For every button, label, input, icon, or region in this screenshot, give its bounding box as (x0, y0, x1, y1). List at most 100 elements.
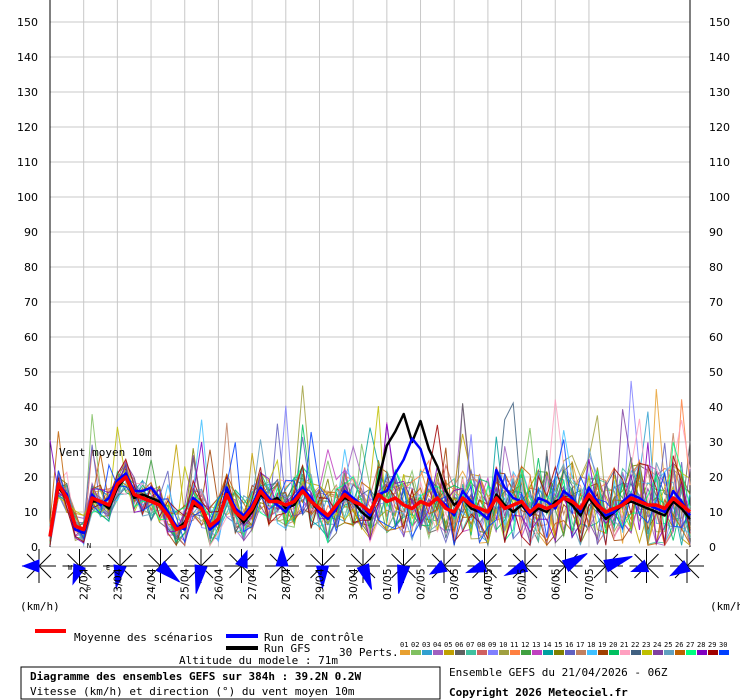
wind-rose-spoke (443, 565, 457, 579)
perturbation-number: 14 (543, 641, 551, 649)
wind-arrow (194, 564, 208, 594)
y-tick-right: 110 (709, 156, 730, 169)
perturbation-swatch (653, 650, 663, 655)
wind-arrow (113, 564, 127, 590)
wind-rose-spoke (553, 553, 566, 567)
y-tick-right: 80 (709, 261, 723, 274)
y-tick-right: 100 (709, 191, 730, 204)
wind-arrow (72, 563, 86, 586)
legend-moyenne: Moyenne des scénarios (74, 631, 213, 644)
perturbation-swatch (609, 650, 619, 655)
y-tick-right: 140 (709, 51, 730, 64)
wind-rose-spoke (686, 565, 700, 579)
wind-rose-spoke (443, 553, 457, 567)
perturbation-number: 29 (708, 641, 716, 649)
annotation-label: Vent moyen 10m (59, 446, 152, 459)
wind-rose (62, 549, 97, 586)
wind-arrow (603, 555, 633, 573)
x-tick-date: 24/04 (145, 568, 158, 600)
y-tick-left: 20 (24, 471, 38, 484)
wind-rose-spoke (391, 553, 404, 567)
y-tick-right: 130 (709, 86, 730, 99)
chart-grid (49, 0, 691, 548)
y-tick-right: 150 (709, 16, 730, 29)
perturbation-swatch (532, 650, 542, 655)
y-tick-left: 50 (24, 366, 38, 379)
wind-rose-spoke (310, 553, 323, 567)
wind-rose (305, 549, 340, 590)
perturbation-number: 25 (664, 641, 672, 649)
wind-rose (589, 549, 633, 583)
wind-arrow (235, 549, 248, 569)
wind-rose-spoke (188, 553, 202, 567)
perturbation-number: 17 (576, 641, 584, 649)
perturbation-swatch (664, 650, 674, 655)
y-tick-left: 150 (17, 16, 38, 29)
perturbation-swatch (488, 650, 498, 655)
wind-rose-spoke (107, 553, 121, 567)
y-tick-left: 100 (17, 191, 38, 204)
perturbation-swatch (686, 650, 696, 655)
y-tick-left: 140 (17, 51, 38, 64)
x-tick-date: 03/05 (448, 568, 461, 600)
wind-rose-spoke (646, 565, 659, 579)
perturbation-swatch (444, 650, 454, 655)
wind-rose-spoke (593, 565, 607, 579)
wind-arrow (397, 564, 411, 594)
perturbation-number: 20 (609, 641, 617, 649)
chart-title: Diagramme des ensembles GEFS sur 384h : … (30, 670, 362, 683)
wind-arrow (155, 560, 181, 583)
y-tick-left: 130 (17, 86, 38, 99)
y-tick-left: 90 (24, 226, 38, 239)
series-gfs-line (48, 412, 691, 537)
perturbation-lines (49, 380, 691, 547)
wind-rose-spoke (119, 553, 133, 567)
perturbation-number: 24 (653, 641, 661, 649)
perturbation-swatch (631, 650, 641, 655)
x-tick-date: 01/05 (381, 568, 394, 600)
x-axis-dates: 22/04 23/04 24/04 25/04 26/04 27/04 28/04 29/04… (78, 568, 596, 600)
chart-subtitle: Vitesse (km/h) et direction (°) du vent … (30, 685, 355, 698)
wind-rose-spoke (350, 553, 364, 567)
compass-letter: W (68, 564, 73, 572)
wind-rose (629, 549, 664, 583)
wind-arrow (669, 559, 691, 577)
y-tick-right: 20 (709, 471, 723, 484)
x-tick-date: 02/05 (415, 568, 428, 600)
x-tick-date: 30/04 (347, 568, 360, 600)
perturbation-swatch (411, 650, 421, 655)
wind-rose-spoke (79, 553, 92, 567)
title-box (20, 666, 441, 700)
wind-rose (346, 549, 380, 590)
y-tick-right: 70 (709, 296, 723, 309)
ylabel-right: (km/h) (710, 600, 740, 613)
y-tick-left: 40 (24, 401, 38, 414)
perturbation-swatch (642, 650, 652, 655)
wind-rose-spoke (200, 553, 214, 567)
x-tick-date: 25/04 (179, 568, 192, 600)
wind-rose-spoke (38, 553, 52, 567)
perturbation-number: 18 (587, 641, 595, 649)
wind-rose-spoke (269, 565, 283, 579)
wind-rose (224, 549, 259, 583)
perturbation-number: 01 (400, 641, 408, 649)
y-tick-right: 50 (709, 366, 723, 379)
wind-arrow (428, 559, 448, 575)
y-tick-left: 0 (31, 541, 38, 554)
wind-rose-spoke (241, 565, 254, 579)
perturbation-swatch (598, 650, 608, 655)
perturbation-swatch (455, 650, 465, 655)
legend-controle: Run de contrôle (264, 631, 363, 644)
wind-rose-spoke (484, 565, 497, 579)
y-tick-right: 10 (709, 506, 723, 519)
wind-rose (21, 549, 56, 583)
y-tick-left: 70 (24, 296, 38, 309)
perturbation-number: 10 (499, 641, 507, 649)
wind-rose (669, 549, 704, 583)
x-tick-date: 28/04 (280, 568, 293, 600)
main-series (48, 412, 692, 537)
wind-arrow (356, 563, 373, 590)
perturbation-number: 09 (488, 641, 496, 649)
altitude-label: Altitude du modele : 71m (179, 654, 338, 667)
wind-rose-spoke (403, 553, 416, 567)
